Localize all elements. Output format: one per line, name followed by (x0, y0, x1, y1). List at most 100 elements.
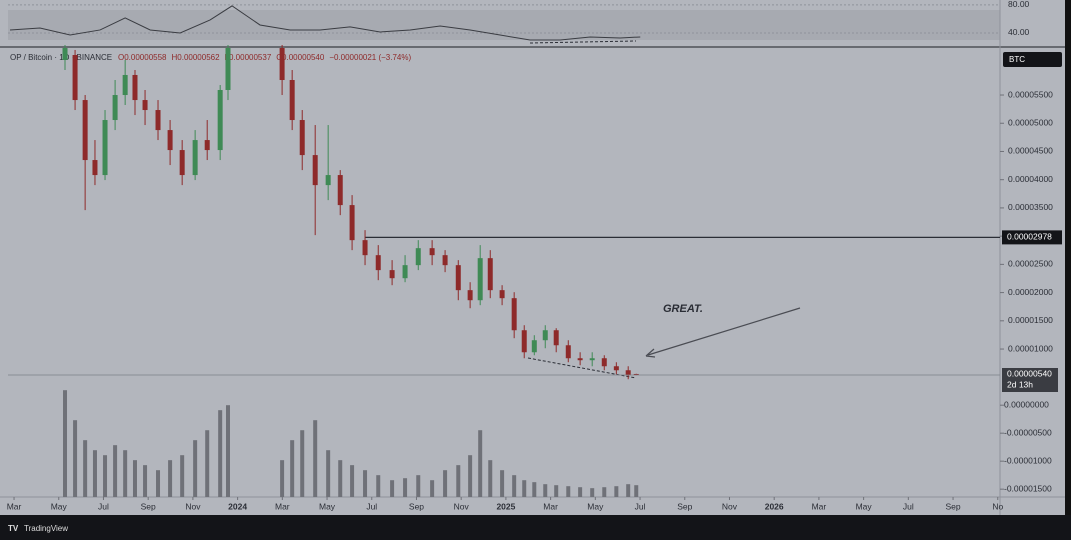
candle-body (62, 48, 68, 60)
volume-bar (132, 460, 137, 497)
candle-body (565, 345, 571, 359)
volume-bar (554, 485, 559, 497)
candle-body (299, 120, 305, 156)
y-tick-label: 0.00005000 (1008, 117, 1053, 127)
volume-bar (522, 480, 527, 497)
candle-body (442, 255, 448, 266)
volume-bar (512, 475, 517, 497)
footer-bar (0, 515, 1071, 540)
countdown: 2d 13h (1007, 379, 1033, 389)
rsi-tick-label: 40.00 (1008, 27, 1030, 37)
x-tick-label: Sep (677, 501, 692, 511)
volume-bar (363, 470, 368, 497)
candle-body (577, 358, 583, 361)
symbol-label: OP / Bitcoin · 1D · BINANCE (10, 53, 112, 62)
rsi-line (9, 5, 641, 41)
candle-body (217, 89, 223, 151)
rsi-band (8, 10, 1000, 40)
candle-body (155, 110, 161, 131)
volume-bar (468, 455, 473, 497)
x-tick-label: May (51, 501, 68, 511)
annotation: GREAT. (663, 303, 703, 315)
candle-body (72, 54, 78, 101)
volume-tick-label: -0.00001000 (1004, 455, 1052, 465)
x-tick-label: Mar (7, 501, 22, 511)
y-tick-label: 0.00005500 (1008, 89, 1053, 99)
x-tick-label: Jul (366, 501, 377, 511)
volume-bar (290, 440, 295, 497)
x-tick-label: Sep (945, 501, 960, 511)
rsi-tick-label: 80.00 (1008, 0, 1030, 9)
volume-bar (113, 445, 118, 497)
volume-bar (532, 482, 537, 497)
candle-body (625, 370, 631, 376)
x-tick-label: May (319, 501, 336, 511)
candle-body (325, 175, 331, 186)
candle-body (225, 48, 231, 90)
x-tick-label: Jul (903, 501, 914, 511)
candle-body (312, 155, 318, 186)
volume-bar (280, 460, 285, 497)
last-price-badge (1002, 368, 1058, 392)
x-tick-label: Nov (454, 501, 470, 511)
volume-bar (390, 480, 395, 497)
volume-bar (376, 475, 381, 497)
volume-bar (180, 455, 185, 497)
ohlc-value: O0.00000558 (118, 53, 167, 62)
volume-bar (634, 485, 639, 497)
volume-bar (443, 470, 448, 497)
candle-body (402, 265, 408, 279)
currency-badge (1003, 52, 1062, 67)
candle-body (92, 160, 98, 176)
volume-bar (300, 430, 305, 497)
candle-body (531, 340, 537, 353)
volume-bar (626, 484, 631, 497)
candle-body (279, 48, 285, 81)
candle-body (467, 290, 473, 301)
candle-body (589, 358, 595, 361)
volume-bar (488, 460, 493, 497)
volume-bar (73, 420, 78, 497)
ohlc-header: O0.00000558 H0.00000562 L0.00000537 C0.0000… (118, 53, 411, 62)
volume-bar (103, 455, 108, 497)
x-tick-label: Sep (141, 501, 156, 511)
x-tick-label: Jul (98, 501, 109, 511)
ohlc-value: H0.00000562 (172, 53, 221, 62)
candle-body (415, 248, 421, 266)
candle-body (477, 258, 483, 301)
x-tick-label: Nov (185, 501, 201, 511)
volume-bar (602, 487, 607, 497)
candle-body (349, 205, 355, 241)
x-tick-label: Mar (543, 501, 558, 511)
volume-bar (478, 430, 483, 497)
candle-body (122, 74, 128, 96)
x-tick-label: May (856, 501, 873, 511)
volume-bar (205, 430, 210, 497)
x-tick-label: Jul (635, 501, 646, 511)
volume-bar (83, 440, 88, 497)
volume-bar (92, 450, 97, 497)
ohlc-value: C0.00000540 (276, 53, 325, 62)
y-tick-label: 0.00004500 (1008, 146, 1053, 156)
candle-body (601, 358, 607, 367)
candle-body (521, 330, 527, 353)
candle-body (102, 120, 108, 176)
y-tick-label: 0.00003500 (1008, 202, 1053, 212)
volume-bar (225, 405, 230, 497)
x-tick-label: May (587, 501, 604, 511)
brand: TradingView (24, 524, 68, 533)
candle-body (82, 100, 88, 161)
volume-bar (403, 478, 408, 497)
candle-body (337, 175, 343, 206)
volume-bar (168, 460, 173, 497)
volume-bar (326, 450, 331, 497)
candle-body (499, 290, 505, 299)
ohlc-value: −0.00000021 (−3.74%) (329, 53, 411, 62)
arrow-shaft (647, 307, 801, 356)
volume-tick-label: -0.00000500 (1004, 427, 1052, 437)
candle-body (389, 270, 395, 279)
candle-body (429, 248, 435, 256)
volume-bar (614, 486, 619, 497)
